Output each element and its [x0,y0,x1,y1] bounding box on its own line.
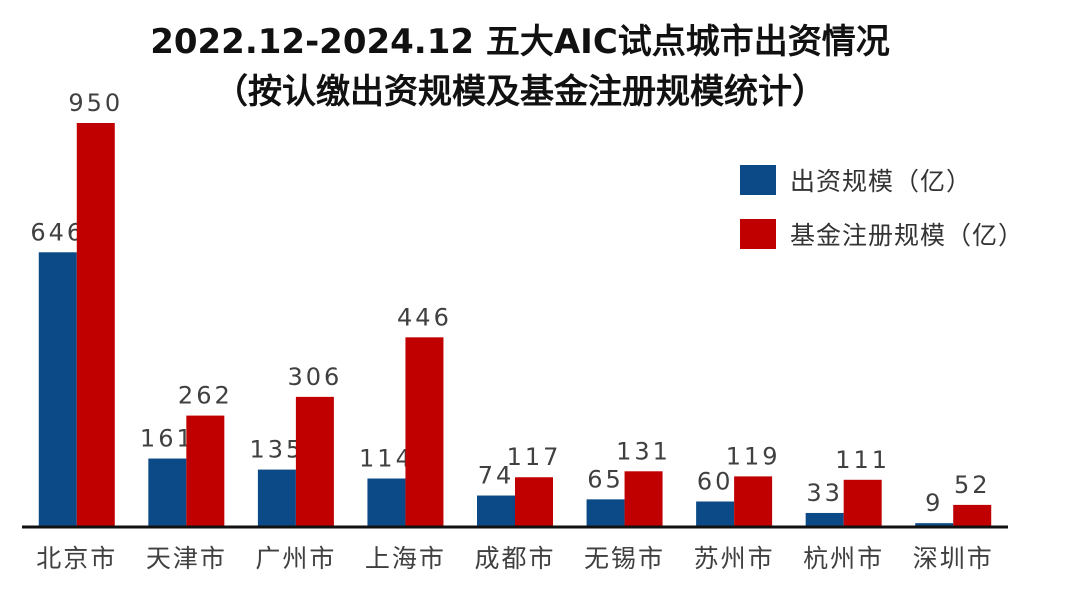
bar-series-2 [295,396,334,527]
legend-swatch-series-2 [740,219,776,249]
legend-swatch-series-1 [740,165,776,195]
data-label-series-2: 262 [178,382,233,410]
legend-item-series-1: 出资规模（亿） [740,163,1024,197]
x-tick-label: 深圳市 [913,544,994,573]
bar-series-2 [734,476,773,527]
data-label-series-2: 306 [287,363,342,391]
bar-series-1 [38,252,77,527]
bar-series-2 [405,337,444,527]
bar-series-2 [76,123,115,527]
data-label-series-1: 646 [30,218,85,246]
data-label-series-1: 161 [140,425,195,453]
bar-series-1 [696,501,735,527]
data-label-series-1: 74 [478,462,515,490]
bar-series-2 [515,477,553,527]
x-tick-label: 无锡市 [584,544,665,573]
data-label-series-1: 60 [697,467,734,495]
legend-label-series-2: 基金注册规模（亿） [790,221,1025,250]
bar-series-2 [953,504,992,527]
x-tick-label: 上海市 [365,544,446,573]
chart-title: 2022.12-2024.12 五大AIC试点城市出资情况 [150,22,890,62]
data-label-series-2: 117 [507,443,562,471]
chart-subtitle: （按认缴出资规模及基金注册规模统计） [214,72,826,112]
data-label-series-1: 135 [249,436,304,464]
bar-series-1 [148,458,187,527]
x-tick-label: 苏州市 [694,544,775,573]
data-label-series-2: 111 [835,446,890,474]
bar-series-2 [624,471,663,527]
x-tick-label: 杭州市 [803,544,884,573]
x-tick-label: 天津市 [146,544,227,573]
bar-series-1 [477,495,515,527]
legend: 出资规模（亿） 基金注册规模（亿） [740,163,1024,271]
legend-label-series-1: 出资规模（亿） [790,167,973,196]
data-label-series-1: 114 [359,445,414,473]
bar-series-1 [805,512,844,527]
data-label-series-2: 119 [726,442,781,470]
data-label-series-2: 446 [397,303,452,331]
data-label-series-2: 52 [954,471,991,499]
data-label-series-1: 65 [587,465,624,493]
bar-series-1 [586,499,625,527]
data-label-series-1: 33 [806,479,843,507]
bar-series-2 [843,479,882,527]
data-label-series-2: 131 [616,437,671,465]
bar-series-1 [257,469,296,527]
x-tick-label: 北京市 [36,544,117,573]
x-tick-label: 广州市 [255,544,336,573]
bar-series-1 [915,523,954,527]
legend-item-series-2: 基金注册规模（亿） [740,217,1024,251]
data-label-series-2: 950 [68,89,123,117]
bar-series-2 [186,415,225,527]
x-tick-label: 成都市 [474,544,555,573]
bar-series-1 [367,478,406,527]
data-label-series-1: 9 [925,489,943,517]
